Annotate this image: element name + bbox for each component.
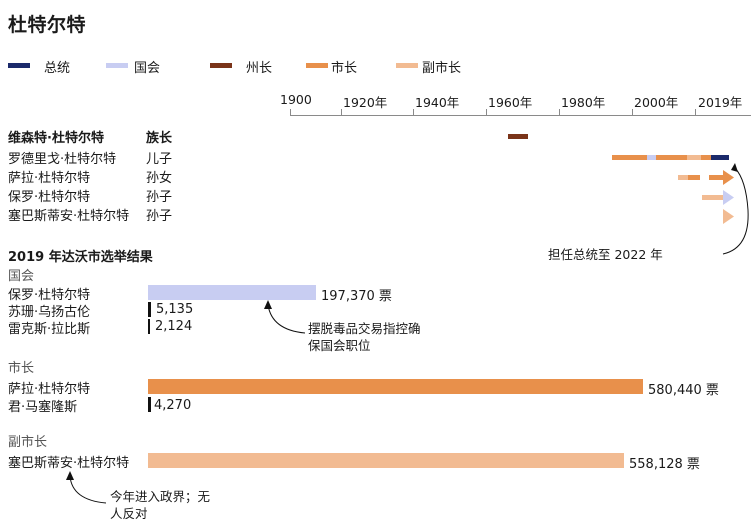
vote-value: 2,124 [155, 319, 193, 334]
year-label: 1960年 [488, 95, 533, 110]
arrow-icon [723, 190, 734, 205]
vote-bar-congress-winner [148, 285, 316, 300]
annotation-arrow [69, 475, 107, 504]
vote-value: 558,128 票 [629, 457, 700, 472]
tenure-bar-president [711, 155, 729, 160]
legend-label-congress: 国会 [134, 61, 161, 76]
vote-bar-small [148, 319, 150, 334]
tenure-bar-mayor [688, 175, 700, 180]
vote-value: 197,370 票 [321, 289, 392, 304]
annotation-arrow [722, 167, 749, 255]
year-label: 1940年 [415, 95, 460, 110]
axis-tick [413, 109, 414, 115]
arrow-icon [723, 170, 734, 185]
tenure-bar-mayor [612, 155, 647, 160]
tenure-bar-mayor [709, 175, 723, 180]
timeline-axis-line [290, 115, 751, 116]
family-member-name: 罗德里戈·杜特尔特 [8, 152, 117, 167]
family-head-relation: 族长 [146, 131, 173, 146]
axis-tick [695, 109, 696, 115]
year-label: 1900 [280, 92, 312, 107]
candidate-name: 君·马塞隆斯 [8, 400, 78, 415]
page-title: 杜特尔特 [8, 14, 87, 36]
vote-value: 5,135 [156, 302, 194, 317]
tenure-bar-mayor [656, 155, 687, 160]
family-member-name: 保罗·杜特尔特 [8, 190, 91, 205]
tenure-bar-vice-mayor [678, 175, 688, 180]
chart-title: 2019 年达沃市选举结果 [8, 250, 153, 265]
axis-tick [341, 109, 342, 115]
legend-swatch-vice-mayor [396, 63, 418, 68]
vote-bar-vice-mayor-winner [148, 453, 624, 468]
arrow-icon [723, 209, 734, 224]
legend-label-vice-mayor: 副市长 [422, 61, 462, 76]
axis-tick [559, 109, 560, 115]
vote-bar-small [148, 397, 151, 412]
legend-swatch-president [8, 63, 30, 68]
year-label: 1980年 [561, 95, 606, 110]
family-member-relation: 孙子 [146, 209, 173, 224]
year-label: 1920年 [343, 95, 388, 110]
tenure-bar-vice-mayor [702, 195, 723, 200]
race-label-vice-mayor: 副市长 [8, 435, 48, 450]
candidate-name: 保罗·杜特尔特 [8, 288, 91, 303]
race-label-mayor: 市长 [8, 361, 35, 376]
legend-swatch-governor [210, 63, 232, 68]
president-note: 担任总统至 2022 年 [548, 247, 663, 262]
vice-mayor-note: 今年进入政界；无人反对 [110, 489, 211, 521]
arrow-head-icon [66, 471, 74, 480]
arrow-head-icon [731, 163, 738, 172]
vote-value: 4,270 [154, 398, 192, 413]
candidate-name: 雷克斯·拉比斯 [8, 322, 91, 337]
family-member-name: 萨拉·杜特尔特 [8, 171, 91, 186]
legend-label-mayor: 市长 [331, 61, 358, 76]
year-label: 2000年 [634, 95, 679, 110]
legend-swatch-mayor [306, 63, 328, 68]
vote-bar-small [148, 302, 151, 317]
tenure-bar-congress [647, 155, 656, 160]
legend-label-governor: 州长 [246, 61, 273, 76]
vote-bar-mayor-winner [148, 379, 643, 394]
axis-tick [632, 109, 633, 115]
legend-label-president: 总统 [44, 61, 71, 76]
arrow-head-icon [264, 300, 272, 309]
congress-note: 摆脱毒品交易指控确保国会职位 [308, 321, 421, 353]
tenure-bar-mayor [701, 155, 711, 160]
tenure-bar-governor [508, 134, 528, 139]
candidate-name: 萨拉·杜特尔特 [8, 382, 91, 397]
family-head-name: 维森特·杜特尔特 [8, 131, 104, 146]
family-member-relation: 孙女 [146, 171, 173, 186]
candidate-name: 苏珊·乌扬古伦 [8, 305, 91, 320]
axis-tick [290, 109, 291, 115]
tenure-bar-vice-mayor [687, 155, 701, 160]
candidate-name: 塞巴斯蒂安·杜特尔特 [8, 456, 130, 471]
axis-tick [486, 109, 487, 115]
race-label-congress: 国会 [8, 269, 35, 284]
annotation-arrow [267, 304, 306, 334]
family-member-relation: 孙子 [146, 190, 173, 205]
vote-value: 580,440 票 [648, 383, 719, 398]
family-member-name: 塞巴斯蒂安·杜特尔特 [8, 209, 130, 224]
legend-swatch-congress [106, 63, 128, 68]
family-member-relation: 儿子 [146, 152, 173, 167]
year-label: 2019年 [698, 95, 743, 110]
